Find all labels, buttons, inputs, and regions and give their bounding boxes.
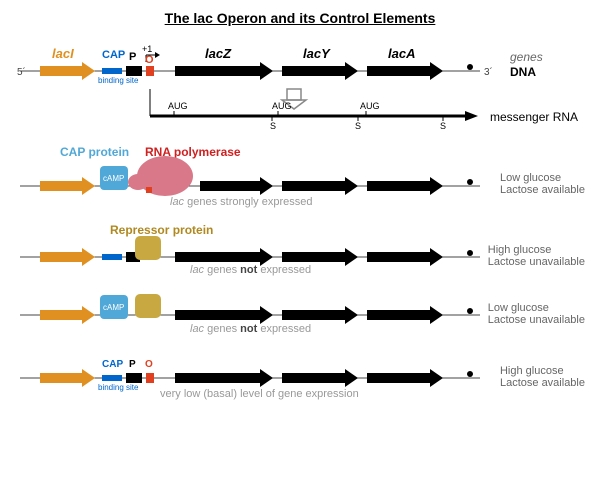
- camp-label3: cAMP: [103, 303, 124, 312]
- terminator: [467, 64, 473, 70]
- plus1: +1: [142, 44, 152, 54]
- operator: [146, 66, 154, 76]
- panel-high-glucose-no-lactose: Repressor protein lac genes not expresse…: [10, 222, 590, 277]
- laci-arrow: [40, 62, 95, 80]
- p4-cond1: High glucose: [500, 365, 585, 377]
- panel-low-glucose-no-lactose: cAMP lac genes not expressed Low glucose…: [10, 285, 590, 340]
- p1-cond2: Lactose available: [500, 184, 585, 196]
- aug3: AUG: [360, 101, 380, 111]
- lacy-arrow: [282, 62, 358, 80]
- laci-label: lacI: [52, 46, 74, 61]
- panel-high-glucose-lactose: CAP binding site P O very low (basal) le…: [10, 348, 590, 403]
- cap-label4: CAP: [102, 359, 123, 370]
- genes-label: genes: [510, 50, 543, 64]
- camp-label: cAMP: [103, 174, 124, 183]
- p2-cond2: Lactose unavailable: [488, 256, 585, 268]
- aug1: AUG: [168, 101, 188, 111]
- aug2: AUG: [272, 101, 292, 111]
- s2: S: [355, 121, 361, 131]
- three-prime: 3´: [484, 66, 493, 78]
- p1-cap-b: genes strongly expressed: [184, 196, 312, 208]
- laca-arrow: [367, 62, 443, 80]
- lacy-label: lacY: [303, 46, 331, 61]
- promoter: [126, 66, 142, 76]
- p3-cond1: Low glucose: [488, 302, 585, 314]
- s1: S: [270, 121, 276, 131]
- diagram-title: The lac Operon and its Control Elements: [10, 10, 590, 26]
- p3-cond2: Lactose unavailable: [488, 314, 585, 326]
- cap-site: [102, 68, 122, 74]
- cap-label: CAP: [102, 49, 125, 61]
- gene-map-row: 5´ 3´ lacI CAP binding site P +1 O lacZ …: [10, 41, 590, 136]
- p1-cap-a: lac: [170, 196, 184, 208]
- p4-cond2: Lactose available: [500, 377, 585, 389]
- p1-cond1: Low glucose: [500, 172, 585, 184]
- binding4: binding site: [98, 383, 139, 392]
- mrna-label: messenger RNA: [490, 110, 578, 124]
- five-prime: 5´: [17, 66, 26, 78]
- cap-protein-label: CAP protein: [60, 145, 129, 159]
- binding-label: binding site: [98, 76, 139, 85]
- p4-caption: very low (basal) level of gene expressio…: [160, 388, 359, 400]
- o-label: O: [145, 54, 154, 66]
- p-label: P: [129, 51, 136, 63]
- lacz-label: lacZ: [205, 46, 232, 61]
- lacz-arrow: [175, 62, 273, 80]
- p4: P: [129, 359, 136, 370]
- p2-cond1: High glucose: [488, 244, 585, 256]
- s3: S: [440, 121, 446, 131]
- dna-label: DNA: [510, 65, 536, 79]
- laca-label: lacA: [388, 46, 415, 61]
- o4: O: [145, 359, 153, 370]
- repressor-label: Repressor protein: [110, 223, 213, 237]
- gene-map-svg: 5´ 3´ lacI CAP binding site P +1 O lacZ …: [10, 41, 590, 136]
- panel-low-glucose-lactose: CAP protein RNA polymerase cAMP lac gene…: [10, 144, 590, 214]
